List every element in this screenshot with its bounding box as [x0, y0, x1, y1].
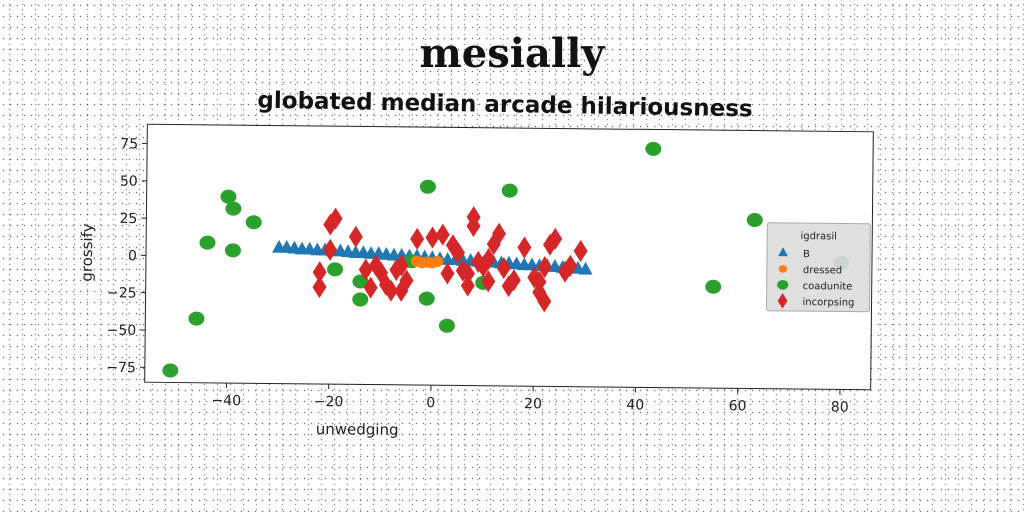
series-coadunite-point — [746, 213, 763, 228]
y-tick-label: −25 — [107, 285, 137, 301]
legend-marker-shape — [778, 265, 788, 273]
series-incorpsing-point — [573, 240, 588, 263]
series-incorpsing-point — [363, 276, 378, 299]
y-tick-label: 0 — [128, 248, 137, 264]
series-incorpsing-point — [368, 254, 383, 277]
x-tick-label: 20 — [524, 396, 542, 412]
series-b-point — [578, 261, 593, 275]
x-axis-label: unwedging — [316, 420, 399, 439]
legend-entry-b: B — [803, 249, 810, 260]
x-tick-label: 40 — [626, 397, 644, 413]
series-incorpsing-point — [460, 262, 475, 285]
figure-suptitle: mesially — [419, 30, 605, 77]
series-coadunite-point — [705, 279, 722, 294]
series-incorpsing-point — [312, 276, 327, 299]
legend-box — [765, 222, 871, 313]
legend-marker — [777, 293, 788, 309]
series-coadunite-point — [199, 235, 216, 250]
series-incorpsing-point — [501, 275, 516, 298]
series-coadunite-point — [419, 179, 436, 194]
series-incorpsing-point — [323, 238, 338, 261]
series-incorpsing-point — [374, 261, 389, 284]
series-incorpsing-point — [537, 256, 552, 279]
series-incorpsing-point — [492, 222, 507, 245]
series-incorpsing-point — [471, 250, 486, 273]
x-tick-label: −20 — [314, 394, 344, 410]
y-tick-label: 50 — [120, 174, 138, 190]
series-incorpsing-point — [394, 279, 409, 302]
series-coadunite-point — [162, 363, 179, 378]
series-incorpsing-point — [481, 270, 496, 293]
series-coadunite-point — [224, 243, 241, 258]
y-tick-label: −75 — [106, 360, 136, 376]
series-incorpsing-point — [348, 225, 363, 248]
series-incorpsing-point — [496, 257, 511, 280]
plot-group: −40 −20 0 20 40 60 80 −75 −50 −25 0 25 50 75 unwedging… — [78, 123, 874, 439]
legend-entry-incorpsing: incorpsing — [802, 297, 854, 309]
series-coadunite-point — [645, 141, 662, 156]
series-incorpsing-point — [394, 254, 409, 277]
series-coadunite-point — [220, 189, 237, 204]
series-coadunite-point — [188, 311, 205, 326]
series-incorpsing-point — [450, 241, 465, 264]
series-incorpsing-point — [527, 266, 542, 289]
series-incorpsing-point — [537, 290, 552, 313]
legend-entry-coadunite: coadunite — [803, 281, 853, 293]
series-coadunite-point — [225, 201, 242, 216]
series-incorpsing-point — [328, 207, 343, 230]
series-incorpsing-point — [384, 279, 399, 302]
series-incorpsing-point — [532, 270, 547, 293]
legend-marker-shape — [777, 279, 789, 290]
x-tick-label: −40 — [211, 393, 241, 409]
legend-marker — [777, 279, 789, 290]
series-incorpsing-point — [410, 227, 425, 250]
series-incorpsing-point — [548, 227, 563, 250]
series-incorpsing-point — [440, 262, 455, 285]
series-incorpsing-point — [425, 226, 440, 249]
series-incorpsing-point — [460, 274, 475, 297]
series-incorpsing-point — [481, 248, 496, 271]
legend-marker — [778, 247, 788, 257]
y-tick-label: 75 — [120, 136, 138, 152]
series-coadunite-point — [501, 183, 518, 198]
series-incorpsing-point — [435, 223, 450, 246]
legend-entry-dressed: dressed — [803, 265, 842, 276]
x-tick-label: 0 — [426, 395, 435, 411]
x-tick-label: 80 — [831, 399, 849, 415]
series-incorpsing-point — [378, 273, 393, 296]
series-dressed-point — [431, 255, 444, 267]
series-coadunite-point — [245, 215, 262, 230]
legend-marker-shape — [778, 247, 788, 257]
y-tick-label: 25 — [119, 211, 137, 227]
series-incorpsing-point — [517, 236, 532, 259]
series-incorpsing-point — [455, 259, 470, 282]
y-axis-label: grossify — [78, 223, 97, 282]
series-coadunite-point — [438, 318, 455, 333]
series-incorpsing-point — [312, 261, 327, 284]
legend-marker — [778, 265, 788, 273]
y-tick-label: −50 — [107, 323, 137, 339]
legend-title: igdrasil — [800, 231, 837, 242]
series-coadunite-point — [418, 291, 435, 306]
series-coadunite-point — [327, 262, 344, 277]
series-incorpsing-point — [445, 234, 460, 257]
series-incorpsing-point — [563, 254, 578, 277]
series-incorpsing-point — [358, 258, 373, 281]
legend-marker-shape — [777, 293, 788, 309]
series-coadunite-point — [352, 292, 369, 307]
x-tick-label: 60 — [729, 398, 747, 414]
series-incorpsing-point — [466, 206, 481, 229]
